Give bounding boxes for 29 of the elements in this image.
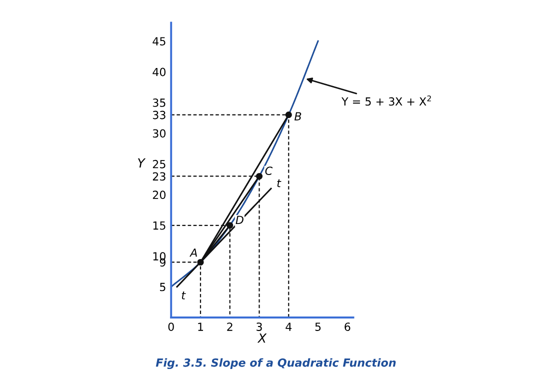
annotation: A	[190, 248, 197, 257]
y-tick-label: 10	[153, 252, 166, 260]
y-tick-label: 40	[152, 68, 166, 76]
y-tick-label: 5	[160, 282, 166, 292]
x-axis-title: X	[257, 334, 267, 343]
y-tick-label: 45	[152, 37, 166, 46]
y-tick-label: 25	[152, 160, 166, 168]
y-tick-label: 23	[152, 172, 166, 181]
y-tick-label: 15	[153, 222, 166, 230]
x-tick-label: 6	[344, 322, 350, 331]
y-tick-label: 35	[152, 98, 166, 107]
x-tick-label: 1	[198, 322, 204, 331]
x-tick-label: 2	[227, 322, 232, 331]
y-tick-label: 30	[152, 129, 166, 138]
annotation: D	[236, 216, 244, 224]
y-tick-label: 33	[152, 110, 166, 120]
x-tick-label: 0	[168, 322, 174, 331]
annotation: C	[265, 166, 273, 176]
x-tick-label: 5	[315, 322, 321, 331]
caption: Fig. 3.5. Slope of a Quadratic Function	[156, 358, 396, 370]
annotation: Y = 5 + 3X + X$^{2}$	[342, 95, 431, 106]
y-axis-title: Y	[138, 158, 146, 168]
y-tick-label: 9	[160, 258, 166, 267]
x-tick-label: 3	[256, 322, 262, 331]
annotation: t	[182, 292, 186, 300]
annotation: B	[294, 112, 302, 120]
annotation: t	[277, 179, 282, 188]
y-tick-label: 20	[152, 190, 166, 200]
x-tick-label: 4	[286, 322, 292, 331]
